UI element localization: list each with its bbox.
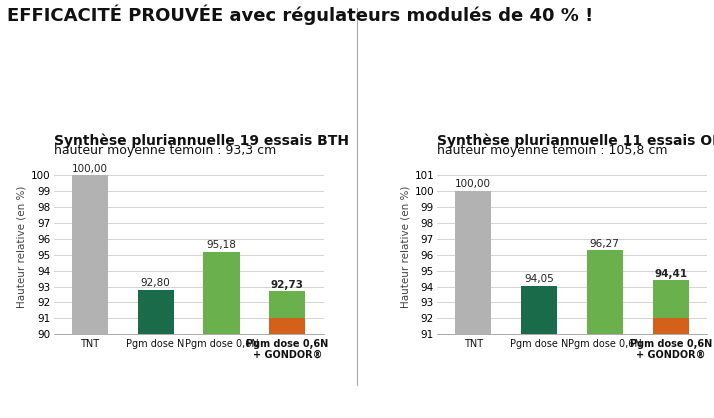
Bar bbox=[203, 252, 240, 334]
Text: 96,27: 96,27 bbox=[590, 239, 620, 249]
Bar bbox=[653, 319, 689, 334]
Text: Synthèse pluriannuelle 19 essais BTH: Synthèse pluriannuelle 19 essais BTH bbox=[54, 134, 348, 148]
Text: 94,05: 94,05 bbox=[524, 275, 554, 284]
Text: EFFICACITÉ PROUVÉE avec régulateurs modulés de 40 % !: EFFICACITÉ PROUVÉE avec régulateurs modu… bbox=[7, 4, 593, 25]
Text: hauteur moyenne témoin : 93,3 cm: hauteur moyenne témoin : 93,3 cm bbox=[54, 144, 276, 157]
Bar bbox=[653, 280, 689, 319]
Bar bbox=[269, 291, 306, 319]
Text: 95,18: 95,18 bbox=[206, 240, 236, 250]
Bar bbox=[587, 250, 623, 334]
Text: 100,00: 100,00 bbox=[455, 179, 491, 189]
Text: 92,73: 92,73 bbox=[271, 280, 303, 290]
Text: hauteur moyenne témoin : 105,8 cm: hauteur moyenne témoin : 105,8 cm bbox=[437, 144, 668, 157]
Text: Synthèse pluriannuelle 11 essais OH: Synthèse pluriannuelle 11 essais OH bbox=[437, 134, 714, 148]
Bar bbox=[269, 319, 306, 334]
Text: 94,41: 94,41 bbox=[654, 269, 687, 279]
Y-axis label: Hauteur relative (en %): Hauteur relative (en %) bbox=[17, 186, 27, 308]
Bar bbox=[521, 286, 557, 334]
Y-axis label: Hauteur relative (en %): Hauteur relative (en %) bbox=[401, 186, 411, 308]
Bar bbox=[455, 191, 491, 334]
Text: 92,80: 92,80 bbox=[141, 278, 171, 288]
Text: 100,00: 100,00 bbox=[72, 163, 108, 173]
Bar bbox=[71, 175, 108, 334]
Bar bbox=[138, 290, 174, 334]
